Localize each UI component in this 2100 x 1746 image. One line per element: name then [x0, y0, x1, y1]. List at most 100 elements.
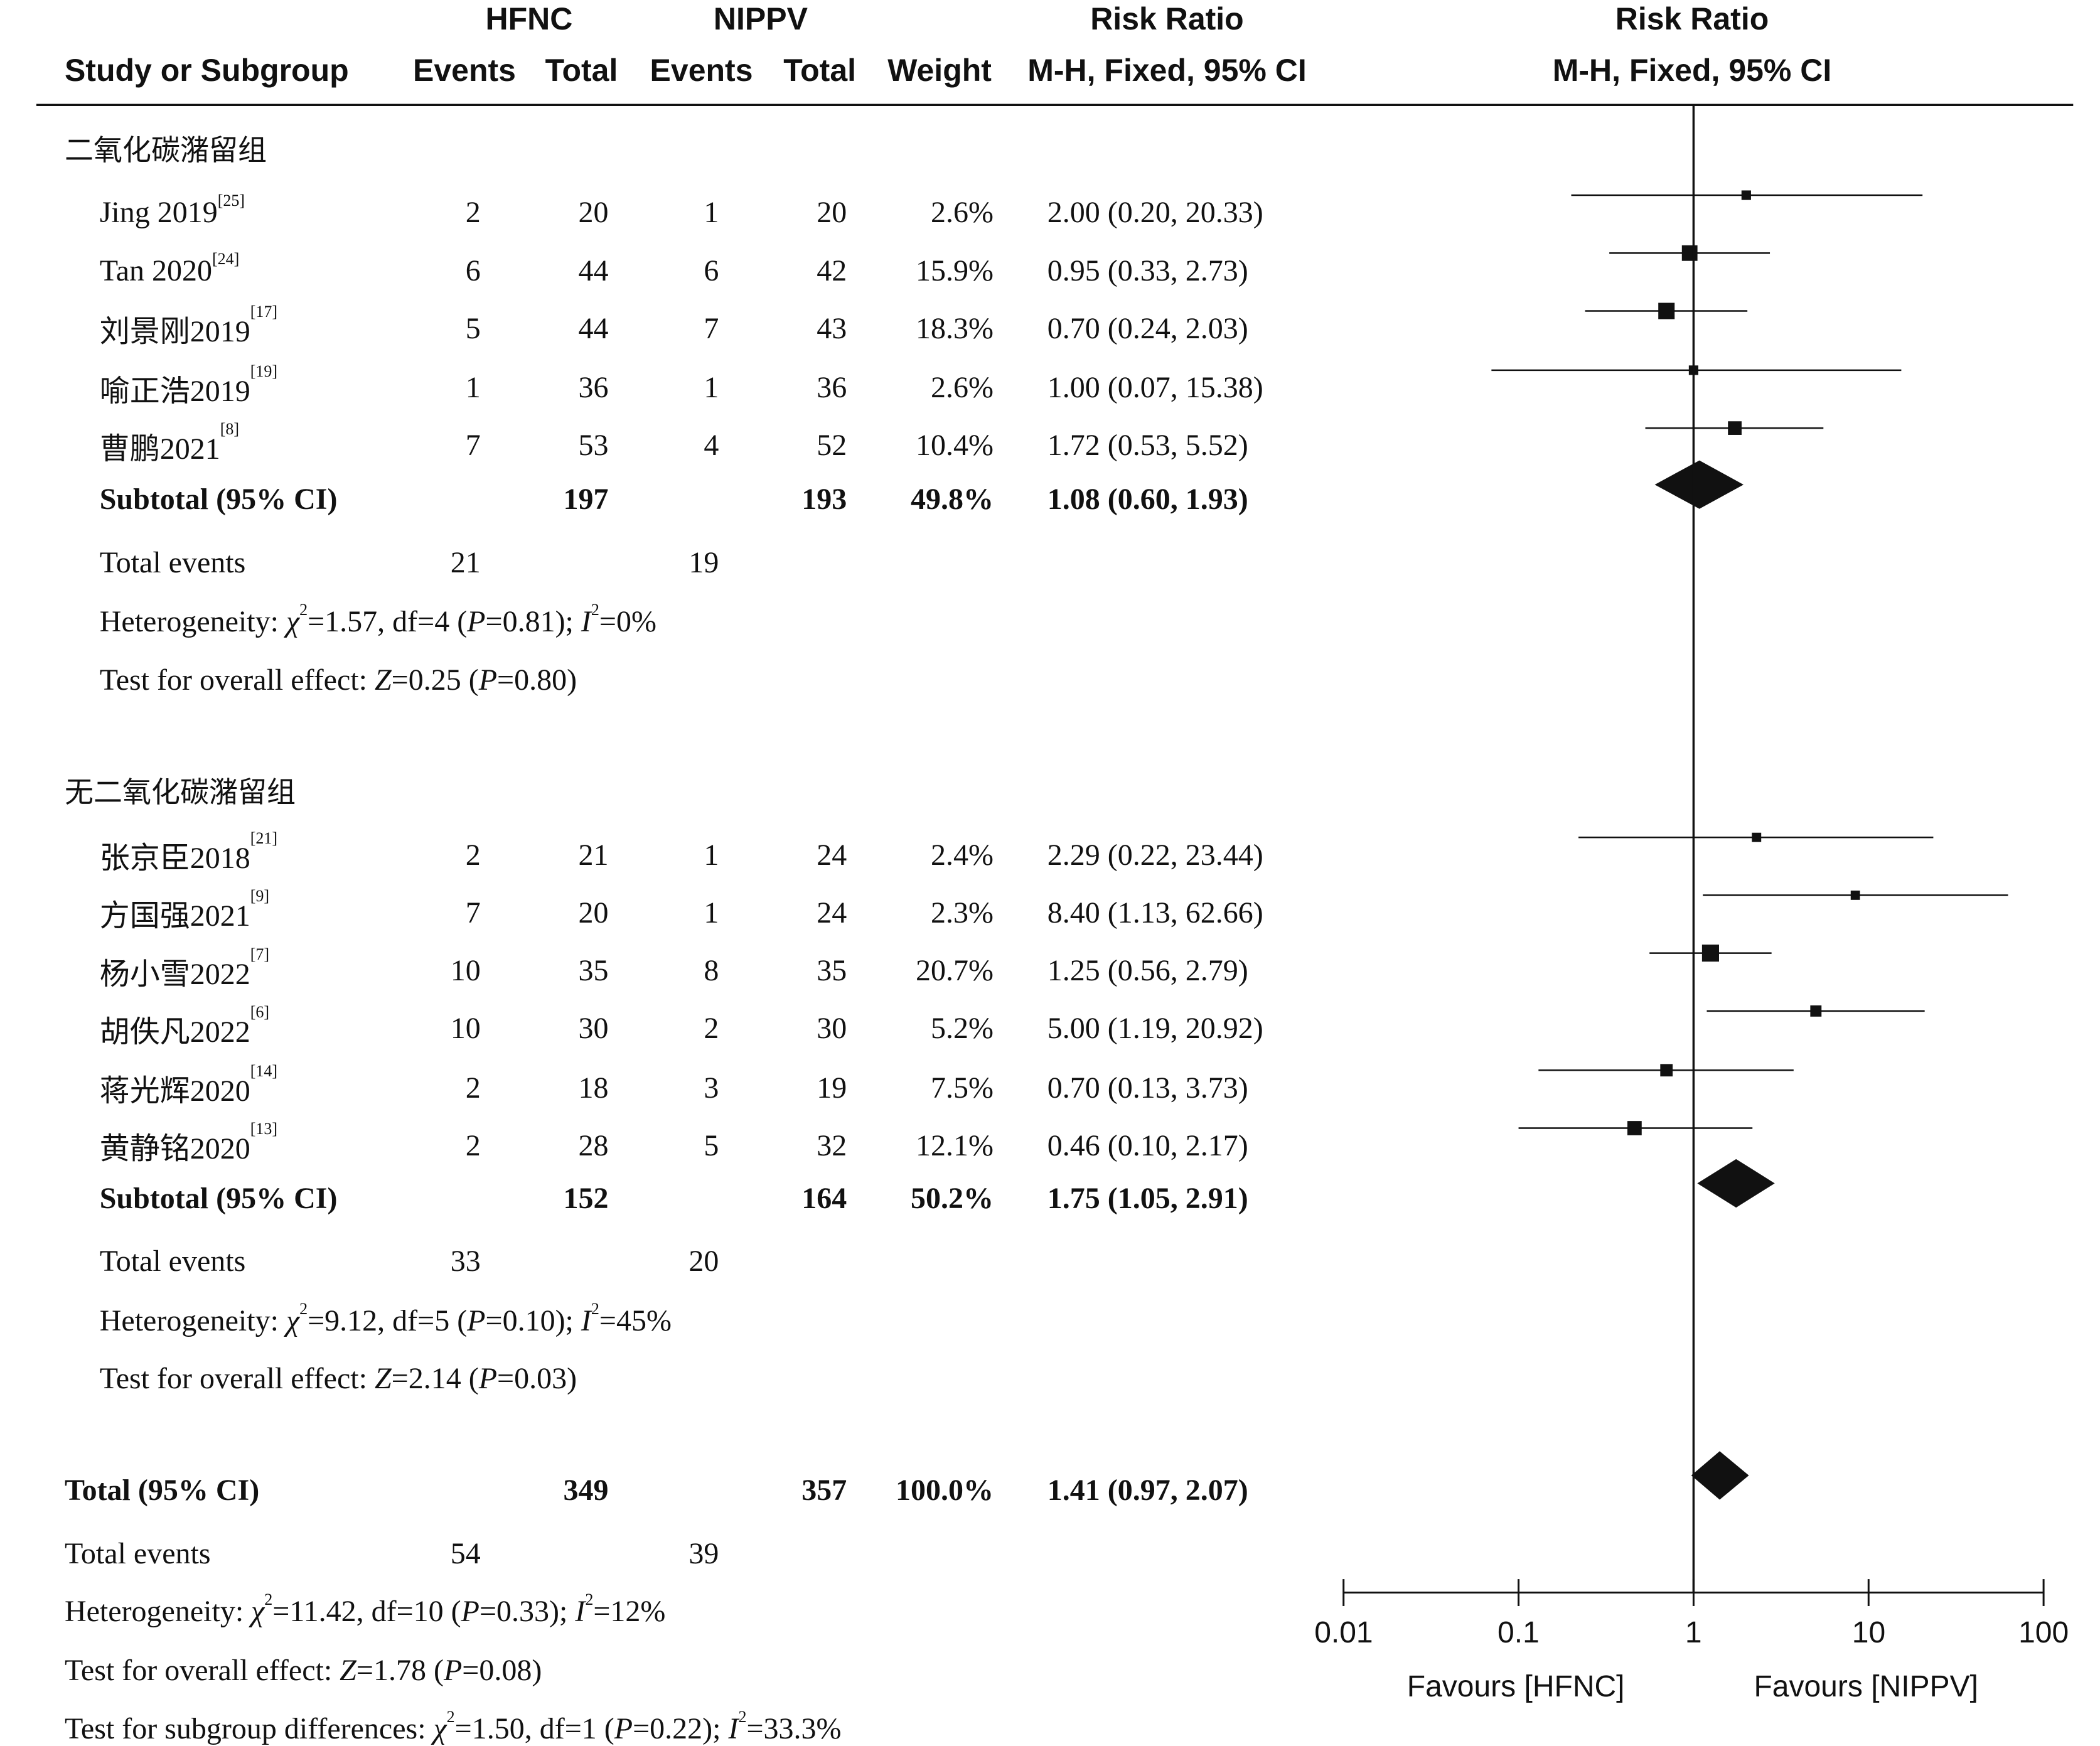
hfnc-events: 5: [465, 311, 481, 345]
subtotal-weight: 49.8%: [911, 483, 994, 517]
nippv-total: 24: [817, 896, 847, 929]
study-point: [1741, 190, 1751, 200]
study-name: 杨小雪2022[7]: [99, 945, 270, 991]
nippv-events: 7: [704, 311, 719, 345]
hfnc-total: 30: [578, 1012, 609, 1046]
study-ci: 5.00 (1.19, 20.92): [1047, 1012, 1263, 1046]
nippv-events: 1: [704, 896, 719, 929]
nippv-total: 20: [817, 196, 847, 230]
nippv-events-header: Events: [650, 52, 753, 88]
study-weight: 20.7%: [916, 954, 994, 988]
nippv-total: 52: [817, 429, 847, 463]
nippv-total: 35: [817, 954, 847, 988]
subtotal-hfnc-total: 152: [563, 1181, 609, 1215]
study-weight: 2.6%: [931, 371, 994, 405]
nippv-total-header: Total: [783, 52, 857, 88]
x-tick-label: 10: [1851, 1616, 1886, 1650]
total-nippv-total: 357: [801, 1474, 847, 1507]
study-point: [1658, 303, 1675, 319]
study-weight: 5.2%: [931, 1012, 994, 1046]
nippv-events: 3: [704, 1071, 719, 1105]
nippv-events: 6: [704, 254, 719, 287]
nippv-total: 32: [817, 1128, 847, 1162]
subtotal-diamond: [1697, 1159, 1775, 1208]
nippv-events: 1: [704, 371, 719, 405]
x-tick-label: 1: [1685, 1616, 1702, 1650]
overall-effect-text: Test for overall effect: Z=0.25 (P=0.80): [99, 663, 577, 697]
hfnc-events: 2: [465, 838, 481, 872]
heterogeneity-text: Heterogeneity: χ2=9.12, df=5 (P=0.10); I…: [99, 1299, 672, 1337]
study-weight: 15.9%: [916, 254, 994, 287]
total-events-hfnc: 21: [450, 546, 481, 580]
study-name: 曹鹏2021[8]: [99, 419, 240, 466]
study-ci: 0.46 (0.10, 2.17): [1047, 1128, 1248, 1162]
study-name: 喻正浩2019[19]: [99, 362, 278, 408]
nippv-total: 24: [817, 838, 847, 872]
hfnc-events: 10: [450, 954, 481, 988]
subgroup-differences-text: Test for subgroup differences: χ2=1.50, …: [64, 1707, 842, 1745]
nippv-events: 8: [704, 954, 719, 988]
subtotal-label: Subtotal (95% CI): [99, 483, 338, 517]
favours-nippv-label: Favours [NIPPV]: [1754, 1670, 1978, 1704]
total-weight: 100.0%: [896, 1474, 994, 1507]
nippv-total: 19: [817, 1071, 847, 1105]
hfnc-group-header: HFNC: [485, 1, 573, 37]
study-ci: 1.25 (0.56, 2.79): [1047, 954, 1248, 988]
subtotal-nippv-total: 193: [801, 483, 847, 517]
nippv-events: 1: [704, 196, 719, 230]
hfnc-events: 1: [465, 371, 481, 405]
study-column-header: Study or Subgroup: [64, 52, 349, 88]
study-ci: 8.40 (1.13, 62.66): [1047, 896, 1263, 929]
favours-hfnc-label: Favours [HFNC]: [1406, 1670, 1625, 1704]
total-events-nippv: 20: [688, 1245, 719, 1278]
subtotal-ci: 1.08 (0.60, 1.93): [1047, 483, 1248, 517]
study-weight: 2.6%: [931, 196, 994, 230]
nippv-events: 1: [704, 838, 719, 872]
nippv-events: 4: [704, 429, 719, 463]
hfnc-events: 7: [465, 429, 481, 463]
x-tick-label: 0.1: [1497, 1616, 1540, 1650]
x-tick-label: 0.01: [1314, 1616, 1373, 1650]
heterogeneity-text: Heterogeneity: χ2=1.57, df=4 (P=0.81); I…: [99, 601, 656, 639]
study-name: 黄静铭2020[13]: [99, 1120, 278, 1166]
study-weight: 2.3%: [931, 896, 994, 929]
study-point: [1810, 1005, 1822, 1017]
total-overall-effect-text: Test for overall effect: Z=1.78 (P=0.08): [64, 1654, 542, 1688]
overall-effect-text: Test for overall effect: Z=2.14 (P=0.03): [99, 1361, 577, 1395]
hfnc-total-header: Total: [545, 52, 618, 88]
study-name: 蒋光辉2020[14]: [99, 1062, 278, 1108]
total-events-hfnc: 33: [450, 1245, 481, 1278]
total-hfnc-total: 349: [563, 1474, 609, 1507]
hfnc-total: 20: [578, 196, 609, 230]
subtotal-nippv-total: 164: [801, 1181, 847, 1215]
nippv-total: 42: [817, 254, 847, 287]
total-events-hfnc: 54: [450, 1536, 481, 1570]
total-events-label: Total events: [64, 1536, 211, 1570]
subtotal-diamond: [1654, 460, 1744, 509]
study-ci: 2.00 (0.20, 20.33): [1047, 196, 1263, 230]
study-weight: 2.4%: [931, 838, 994, 872]
hfnc-total: 53: [578, 429, 609, 463]
nippv-total: 30: [817, 1012, 847, 1046]
hfnc-events: 2: [465, 1071, 481, 1105]
study-ci: 2.29 (0.22, 23.44): [1047, 838, 1263, 872]
study-ci: 0.70 (0.24, 2.03): [1047, 311, 1248, 345]
total-events-label: Total events: [99, 546, 246, 580]
hfnc-total: 20: [578, 896, 609, 929]
hfnc-events: 7: [465, 896, 481, 929]
subgroup-title: 无二氧化碳潴留组: [64, 775, 296, 810]
hfnc-events: 2: [465, 196, 481, 230]
study-ci: 0.95 (0.33, 2.73): [1047, 254, 1248, 287]
nippv-events: 2: [704, 1012, 719, 1046]
hfnc-total: 44: [578, 254, 609, 287]
study-point: [1850, 891, 1860, 900]
study-point: [1728, 421, 1742, 435]
study-name: 刘景刚2019[17]: [99, 303, 278, 349]
total-events-nippv: 39: [688, 1536, 719, 1570]
total-ci: 1.41 (0.97, 2.07): [1047, 1474, 1248, 1507]
hfnc-events-header: Events: [413, 52, 516, 88]
study-weight: 18.3%: [916, 311, 994, 345]
subgroup-title: 二氧化碳潴留组: [64, 132, 267, 167]
nippv-total: 43: [817, 311, 847, 345]
